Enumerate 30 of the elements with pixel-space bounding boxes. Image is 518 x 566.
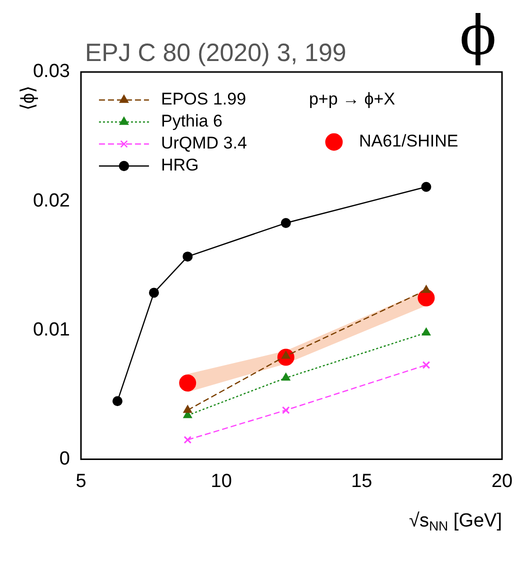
point (148, 288, 159, 298)
legend-label: UrQMD 3.4 (160, 134, 247, 153)
point (422, 285, 431, 293)
point (182, 252, 193, 262)
x-tick-label: 20 (491, 470, 513, 492)
text: ϕ (460, 4, 496, 67)
y-axis-title: ⟨ϕ⟩ (18, 86, 40, 111)
x-tick-label: 10 (210, 470, 232, 492)
point (422, 361, 430, 369)
point (422, 328, 431, 336)
legend-label: NA61/SHINE (358, 132, 458, 151)
text: EPJ C 80 (2020) 3, 199 (84, 38, 346, 67)
y-tick-label: 0 (59, 448, 70, 470)
point (112, 396, 122, 406)
legend-label: EPOS 1.99 (160, 90, 246, 109)
annotation: p+p → ϕ+X (308, 90, 396, 109)
x-tick-label: 15 (351, 470, 372, 492)
point (421, 182, 432, 192)
y-tick-label: 0.03 (32, 61, 70, 82)
legend-label: Pythia 6 (160, 112, 222, 131)
point (280, 218, 291, 228)
point (183, 405, 192, 413)
point (281, 372, 290, 381)
point (184, 436, 192, 444)
y-tick-label: 0.02 (32, 190, 70, 212)
point (282, 406, 290, 414)
point (179, 374, 196, 392)
legend-label: HRG (160, 156, 199, 175)
x-tick-label: 5 (76, 470, 86, 492)
y-tick-label: 0.01 (32, 319, 70, 340)
